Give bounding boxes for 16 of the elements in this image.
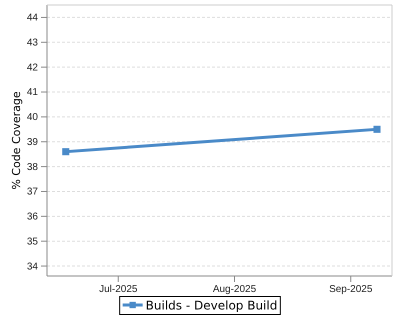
- y-tick-label: 36: [26, 212, 38, 223]
- legend-label: Builds - Develop Build: [146, 298, 278, 312]
- y-tick-label: 43: [26, 37, 38, 48]
- y-tick-label: 40: [26, 112, 38, 124]
- y-tick-label: 42: [26, 62, 38, 74]
- y-tick-label: 39: [26, 136, 38, 148]
- x-tick-label: Sep-2025: [329, 284, 373, 296]
- y-tick-label: 41: [26, 87, 38, 98]
- y-tick-label: 38: [26, 162, 38, 173]
- x-tick-label: Aug-2025: [212, 284, 257, 296]
- x-tick-label: Jul-2025: [99, 284, 138, 296]
- y-tick-label: 34: [26, 261, 38, 272]
- y-tick-label: 37: [26, 186, 38, 198]
- y-tick-label: 35: [26, 236, 38, 248]
- y-axis-title: % Code Coverage: [10, 91, 23, 190]
- y-tick-label: 44: [26, 12, 38, 24]
